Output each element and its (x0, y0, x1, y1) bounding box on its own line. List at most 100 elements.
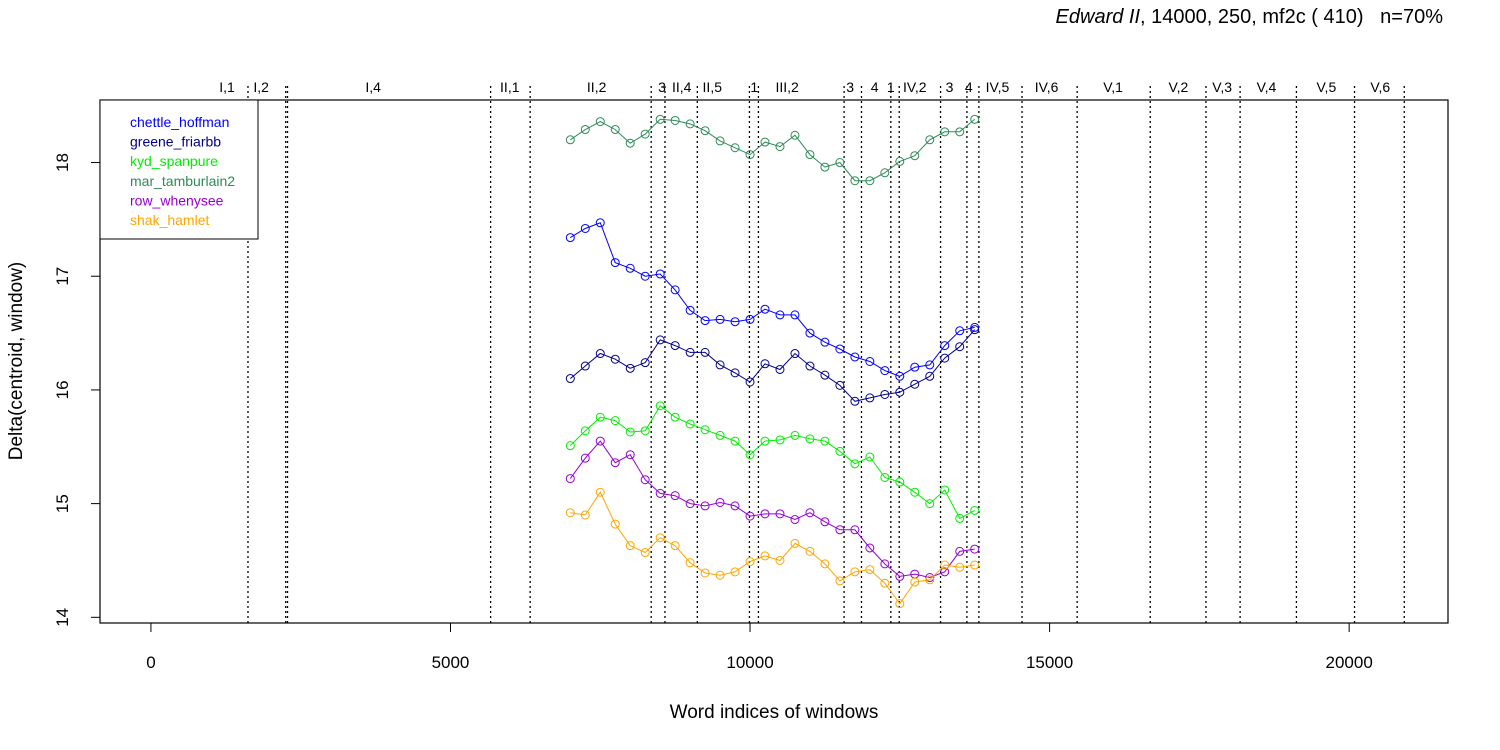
legend-item-row_whenysee: row_whenysee (130, 192, 224, 208)
series-point-mar_tamburlain2 (775, 142, 785, 152)
series-point-row_whenysee (760, 509, 770, 519)
series-point-greene_friarbb (850, 396, 860, 406)
series-line-chettle_hoffman (570, 222, 975, 377)
series-point-kyd_spanpure (790, 430, 800, 440)
series-point-row_whenysee (565, 474, 575, 484)
x-tick-label: 20000 (1326, 653, 1373, 672)
series-point-chettle_hoffman (730, 317, 740, 327)
scene-label: V,1 (1103, 79, 1123, 95)
series-point-kyd_spanpure (895, 477, 905, 487)
series-point-shak_hamlet (685, 558, 695, 568)
series-point-mar_tamburlain2 (580, 125, 590, 135)
legend-item-chettle_hoffman: chettle_hoffman (130, 114, 229, 130)
series-point-shak_hamlet (700, 568, 710, 578)
series-point-row_whenysee (895, 571, 905, 581)
scene-label: II,1 (500, 79, 520, 95)
series-point-row_whenysee (970, 544, 980, 554)
series-line-row_whenysee (569, 440, 975, 579)
series-point-row_whenysee (745, 511, 755, 521)
series-point-shak_hamlet (715, 570, 725, 580)
series-point-row_whenysee (820, 517, 830, 527)
scene-label: I,1 (219, 79, 235, 95)
series-point-mar_tamburlain2 (940, 127, 950, 137)
series-point-kyd_spanpure (775, 435, 785, 445)
series-point-chettle_hoffman (820, 337, 830, 347)
series-point-chettle_hoffman (640, 271, 650, 281)
scene-label: V,4 (1257, 79, 1277, 95)
chart-title-italic: Edward II (1055, 6, 1141, 28)
scene-label: 3 (946, 79, 954, 95)
y-tick-label: 16 (53, 380, 72, 399)
series-point-row_whenysee (940, 567, 950, 577)
series-point-row_whenysee (715, 497, 725, 507)
series-point-kyd_spanpure (565, 441, 575, 451)
series-point-kyd_spanpure (955, 513, 965, 523)
x-tick-label: 5000 (432, 653, 470, 672)
legend-item-mar_tamburlain2: mar_tamburlain2 (130, 173, 235, 189)
series-point-shak_hamlet (745, 557, 755, 567)
scene-label: IV,6 (1035, 79, 1059, 95)
series-point-shak_hamlet (595, 487, 605, 497)
series-point-chettle_hoffman (685, 305, 695, 315)
series-point-chettle_hoffman (955, 326, 965, 336)
series-point-greene_friarbb (670, 341, 680, 351)
series-point-greene_friarbb (880, 389, 890, 399)
y-tick-label: 18 (53, 153, 72, 172)
series-point-chettle_hoffman (565, 233, 575, 243)
series-point-greene_friarbb (655, 335, 665, 345)
series-point-greene_friarbb (790, 349, 800, 359)
series-point-shak_hamlet (640, 548, 650, 558)
legend-item-shak_hamlet: shak_hamlet (130, 212, 209, 228)
series-point-mar_tamburlain2 (895, 156, 905, 166)
chart-title-rest: , 14000, 250, mf2c ( 410) n=70% (1140, 6, 1443, 28)
series-point-chettle_hoffman (580, 223, 590, 233)
series-point-kyd_spanpure (880, 472, 890, 482)
series-point-greene_friarbb (595, 349, 605, 359)
series-point-greene_friarbb (895, 387, 905, 397)
series-point-greene_friarbb (865, 393, 875, 403)
series-line-greene_friarbb (569, 329, 976, 402)
series-point-chettle_hoffman (790, 310, 800, 320)
series-point-greene_friarbb (970, 325, 980, 335)
series-point-kyd_spanpure (820, 436, 830, 446)
series-point-greene_friarbb (730, 368, 740, 378)
scene-label: V,3 (1212, 79, 1232, 95)
series-line-shak_hamlet (570, 491, 975, 605)
y-tick-label: 14 (53, 608, 72, 627)
series-point-mar_tamburlain2 (700, 126, 710, 136)
series-point-greene_friarbb (565, 374, 575, 384)
series-point-greene_friarbb (940, 353, 950, 363)
scene-label: III,2 (776, 79, 800, 95)
series-point-chettle_hoffman (880, 366, 890, 376)
series-point-kyd_spanpure (625, 427, 635, 437)
series-point-mar_tamburlain2 (760, 137, 770, 147)
series-line-kyd_spanpure (569, 405, 975, 520)
series-point-shak_hamlet (865, 565, 875, 575)
series-point-row_whenysee (880, 559, 890, 569)
series-point-kyd_spanpure (805, 434, 815, 444)
series-point-shak_hamlet (610, 519, 620, 529)
series-point-mar_tamburlain2 (970, 114, 980, 124)
series-point-chettle_hoffman (595, 218, 605, 228)
series-point-kyd_spanpure (580, 426, 590, 436)
series-point-mar_tamburlain2 (820, 162, 830, 172)
series-point-kyd_spanpure (730, 436, 740, 446)
series-point-row_whenysee (595, 436, 605, 446)
series-point-mar_tamburlain2 (910, 151, 920, 161)
series-point-chettle_hoffman (835, 344, 845, 354)
chart-title: Edward II, 14000, 250, mf2c ( 410) n=70% (1056, 6, 1443, 29)
series-point-shak_hamlet (805, 546, 815, 556)
series-point-greene_friarbb (805, 361, 815, 371)
plot-area: I,1 I,2 I,4 II,1 II,2 3 II,4 II,5 1 III,2 3 4 1 IV,2 3… (53, 79, 1449, 672)
series-point-mar_tamburlain2 (595, 117, 605, 127)
series-point-chettle_hoffman (745, 314, 755, 324)
legend-box (99, 99, 259, 240)
series-point-chettle_hoffman (910, 362, 920, 372)
series-point-kyd_spanpure (745, 450, 755, 460)
series-point-kyd_spanpure (640, 426, 650, 436)
series-point-row_whenysee (775, 509, 785, 519)
series-point-mar_tamburlain2 (640, 129, 650, 139)
series-point-greene_friarbb (955, 342, 965, 352)
series-point-greene_friarbb (820, 370, 830, 380)
